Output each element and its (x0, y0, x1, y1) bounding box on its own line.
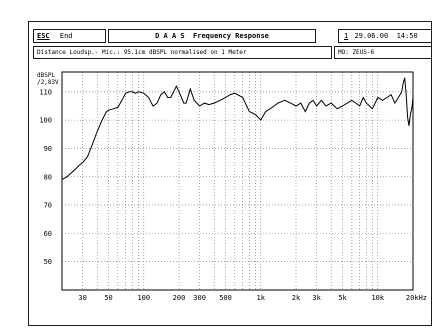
x-tick-label: 20kHz (406, 294, 427, 302)
y-tick-label: 100 (39, 117, 52, 125)
y-tick-label: 60 (44, 230, 52, 238)
plot-area-border (61, 71, 414, 291)
x-tick-label: 2k (292, 294, 301, 302)
y-axis-label-line: /2,83V (37, 79, 59, 86)
datetime-box: 1 29.06.00 14:50 (338, 29, 432, 43)
end-label: End (59, 32, 73, 40)
x-tick-label: 300 (193, 294, 206, 302)
y-axis-label-line: dBSPL (37, 72, 55, 79)
x-tick-label: 1k (257, 294, 266, 302)
x-tick-label: 10k (371, 294, 384, 302)
series-line (61, 77, 414, 181)
end-button[interactable]: ESC End (33, 29, 106, 43)
datetime-text: 29.06.00 14:50 (354, 32, 418, 40)
measurement-description: Distance Loudsp.- Mic.: 95.1cm dBSPL nor… (33, 46, 332, 59)
date-marker: 1 (344, 32, 349, 40)
y-axis-label: dBSPL/2,83V (37, 72, 59, 86)
window-title: D A A S Frequency Response (108, 29, 316, 43)
y-tick-label: 110 (39, 88, 52, 96)
x-tick-label: 50 (104, 294, 112, 302)
x-tick-label: 5k (338, 294, 347, 302)
esc-key-label: ESC (37, 32, 50, 40)
x-tick-label: 500 (219, 294, 232, 302)
window-title-text: D A A S Frequency Response (155, 32, 269, 40)
model-box: MO: ZEUS-6 (334, 46, 432, 59)
x-tick-label: 100 (137, 294, 150, 302)
y-tick-label: 90 (44, 145, 52, 153)
y-tick-label: 80 (44, 173, 52, 181)
y-tick-label: 50 (44, 258, 52, 266)
x-tick-label: 30 (78, 294, 86, 302)
x-tick-label: 200 (173, 294, 186, 302)
description-text: Distance Loudsp.- Mic.: 95.1cm dBSPL nor… (37, 49, 247, 56)
x-tick-labels: 30 50 100 200 300 500 1k 2k 3k 5k 10k 20kHz (78, 294, 427, 302)
chart-grid (62, 72, 413, 290)
y-tick-labels: 50 60 70 80 90 100 110 (39, 88, 52, 266)
model-text: MO: ZEUS-6 (338, 49, 375, 56)
y-tick-label: 70 (44, 202, 52, 210)
x-tick-label: 3k (312, 294, 321, 302)
